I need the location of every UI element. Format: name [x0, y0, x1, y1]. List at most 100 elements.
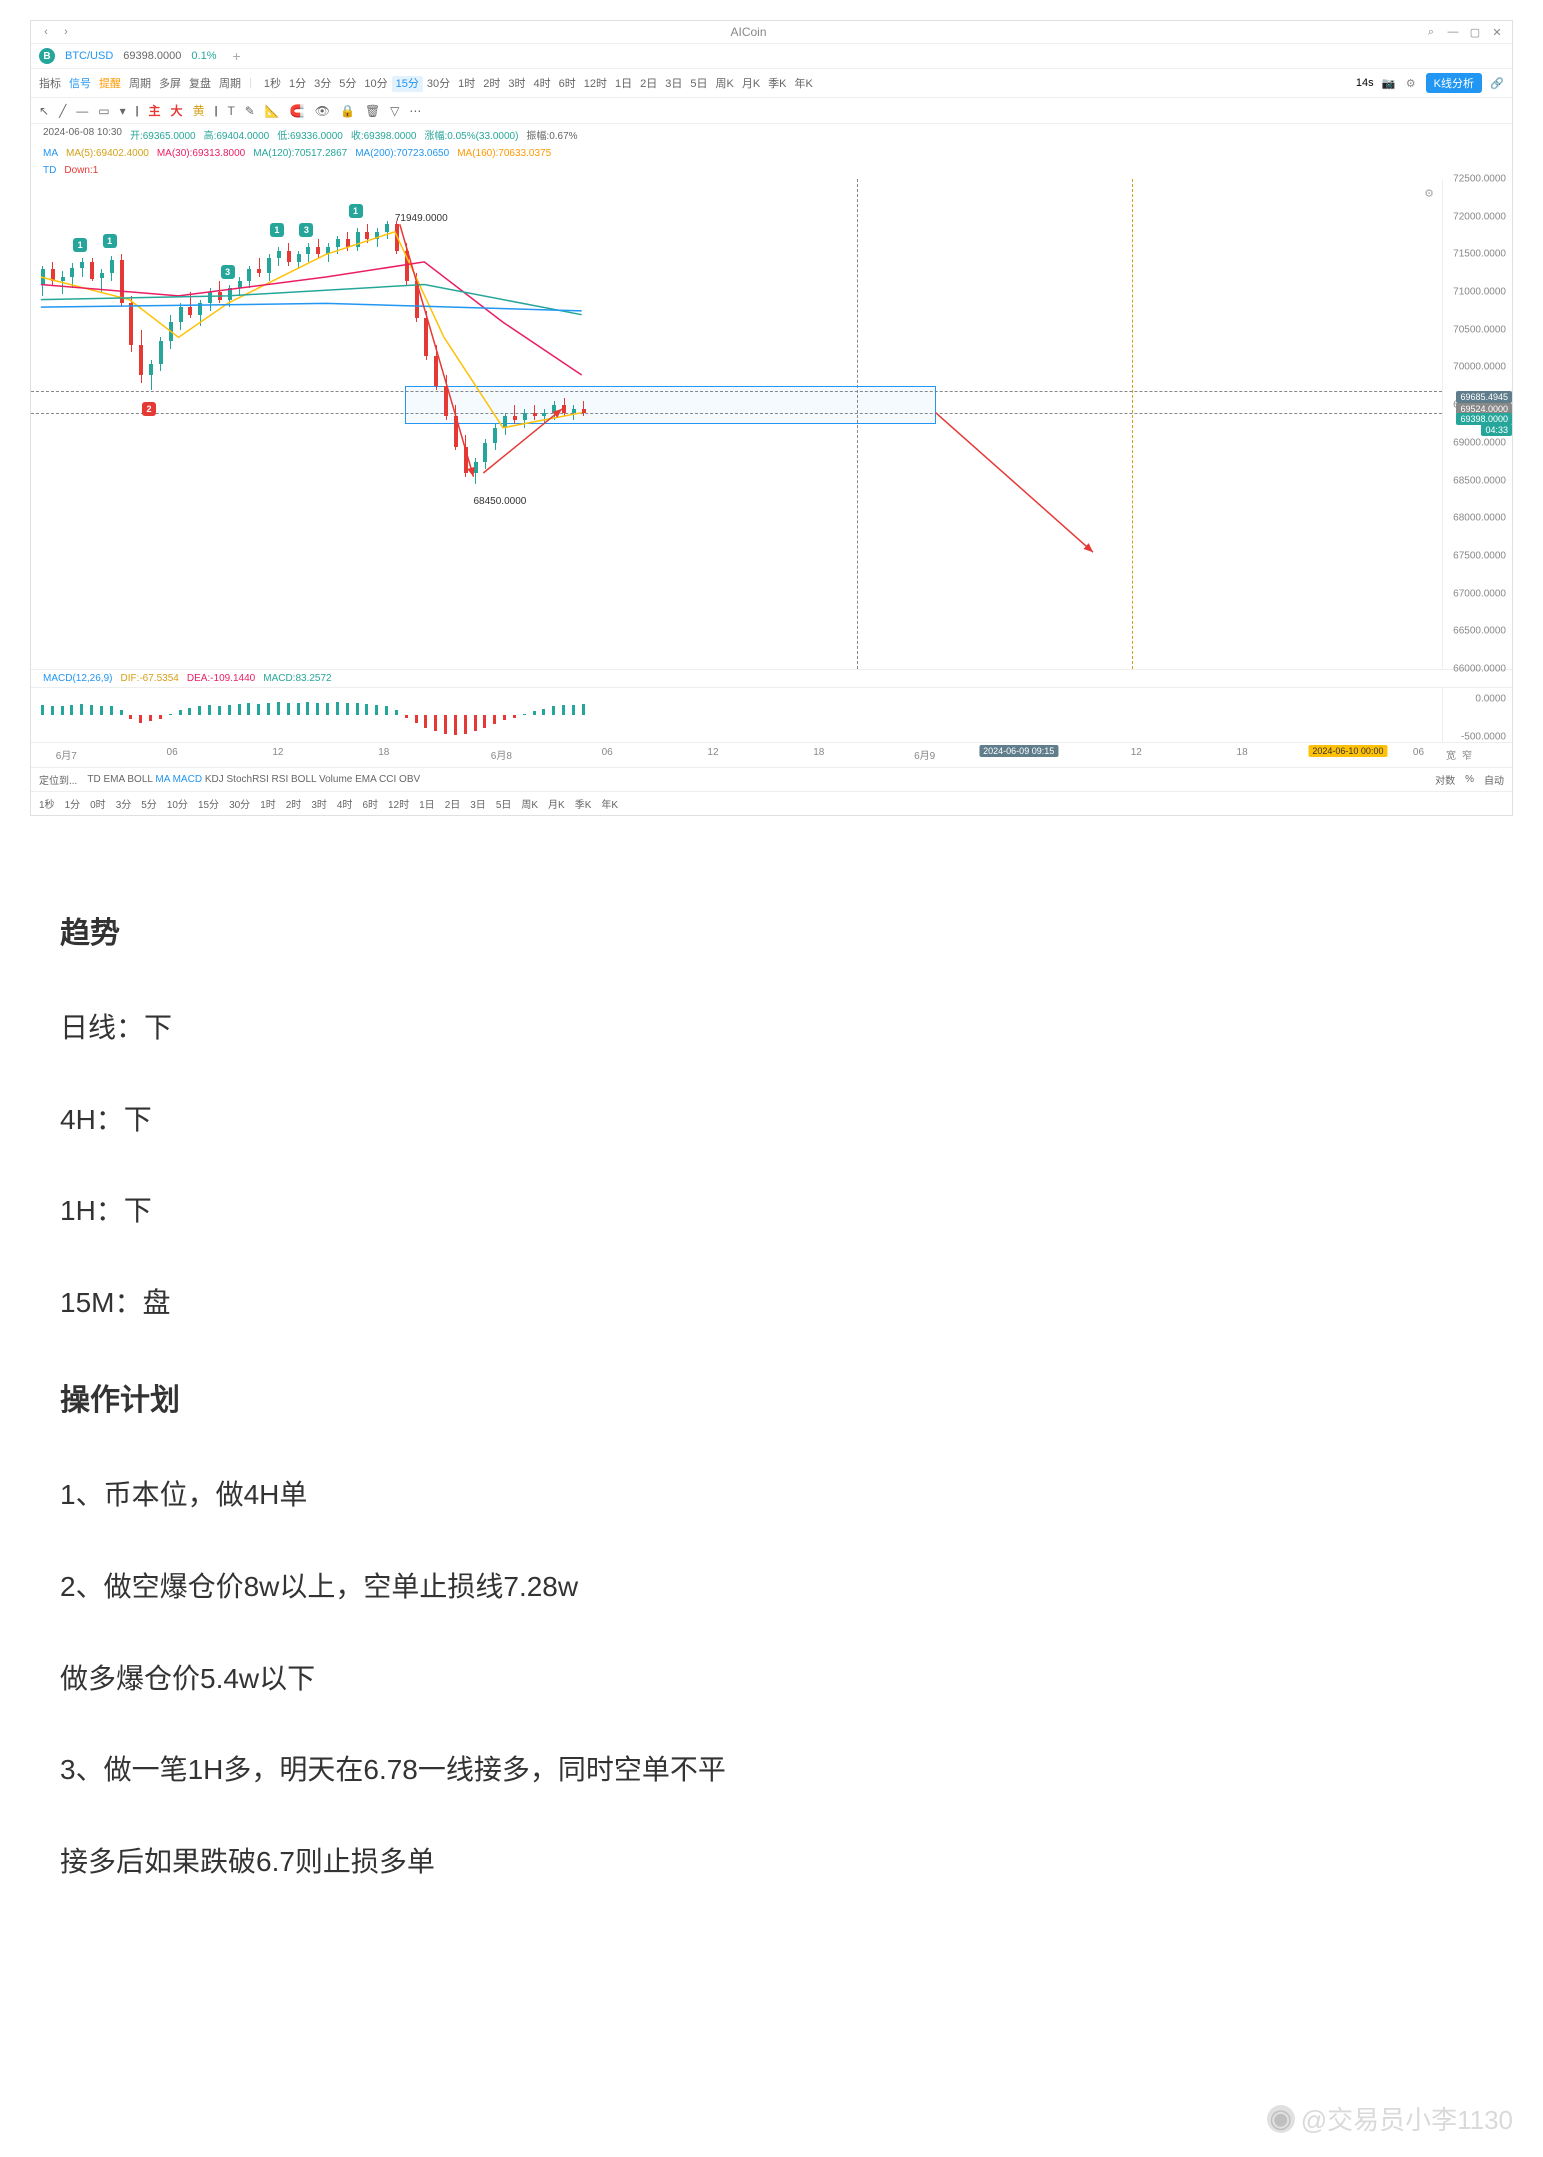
tf2-3分[interactable]: 3分 [116, 796, 132, 811]
eye-icon[interactable]: 👁 [315, 104, 330, 118]
tf2-15分[interactable]: 15分 [198, 796, 219, 811]
yellow-label[interactable]: 黄 [193, 102, 205, 119]
tf2-1分[interactable]: 1分 [65, 796, 81, 811]
indicator-ma-3[interactable]: MA [155, 774, 169, 785]
cycle2-btn[interactable]: 周期 [219, 75, 241, 91]
filter-icon[interactable]: ▽ [390, 104, 399, 118]
timeframe-6时[interactable]: 6时 [555, 76, 580, 92]
timeframe-1日[interactable]: 1日 [611, 76, 636, 92]
indicator-kdj-5[interactable]: KDJ [205, 774, 224, 785]
timeframe-12时[interactable]: 12时 [580, 76, 611, 92]
tf2-1日[interactable]: 1日 [419, 796, 435, 811]
timeframe-1时[interactable]: 1时 [454, 76, 479, 92]
settings-icon[interactable]: ⚙ [1404, 76, 1418, 90]
timeframe-3日[interactable]: 3日 [661, 76, 686, 92]
x-wide[interactable]: 宽 [1446, 747, 1456, 763]
cycle-btn[interactable]: 周期 [129, 75, 151, 91]
hline-icon[interactable]: — [76, 104, 88, 118]
rect-icon[interactable]: ▭ [98, 104, 109, 118]
indicator-rsi-7[interactable]: RSI [272, 774, 289, 785]
timeframe-5分[interactable]: 5分 [335, 76, 360, 92]
tf2-周K[interactable]: 周K [521, 796, 538, 811]
tf2-2日[interactable]: 2日 [445, 796, 461, 811]
timeframe-季K[interactable]: 季K [764, 76, 790, 92]
more-icon[interactable]: ⋯ [409, 104, 421, 118]
chevron-icon[interactable]: ▾ [120, 104, 126, 118]
main-label[interactable]: 主 [149, 102, 161, 119]
indicator-macd-4[interactable]: MACD [173, 774, 202, 785]
indicator-btn[interactable]: 指标 [39, 75, 61, 91]
add-tab-button[interactable]: + [226, 48, 246, 64]
chart-main[interactable]: ⚙ 112313171949.000068450.0000 [31, 179, 1442, 669]
share-icon[interactable]: 🔗 [1490, 76, 1504, 90]
x-narrow[interactable]: 窄 [1462, 747, 1472, 763]
timeframe-4时[interactable]: 4时 [529, 76, 554, 92]
camera-icon[interactable]: 📷 [1382, 76, 1396, 90]
search-icon[interactable]: ⌕ [1424, 25, 1438, 39]
timeframe-5日[interactable]: 5日 [686, 76, 711, 92]
line-icon[interactable]: ╱ [59, 104, 66, 118]
multi-btn[interactable]: 多屏 [159, 75, 181, 91]
text-icon[interactable]: T [227, 104, 234, 118]
maximize-icon[interactable]: ▢ [1468, 25, 1482, 39]
brush-icon[interactable]: ✎ [245, 104, 255, 118]
timeframe-2日[interactable]: 2日 [636, 76, 661, 92]
indicator-ema-1[interactable]: EMA [103, 774, 124, 785]
locate-btn[interactable]: 定位到... [39, 772, 77, 787]
forward-icon[interactable]: › [59, 25, 73, 39]
indicator-volume-9[interactable]: Volume [319, 774, 352, 785]
tf2-1秒[interactable]: 1秒 [39, 796, 55, 811]
magnet-icon[interactable]: 🧲 [290, 104, 305, 118]
tf2-1时[interactable]: 1时 [260, 796, 276, 811]
timeframe-30分[interactable]: 30分 [423, 76, 454, 92]
back-icon[interactable]: ‹ [39, 25, 53, 39]
alert-btn[interactable]: 提醒 [99, 75, 121, 91]
tf2-30分[interactable]: 30分 [229, 796, 250, 811]
indicator-cci-11[interactable]: CCI [379, 774, 396, 785]
close-icon[interactable]: ✕ [1490, 25, 1504, 39]
tf2-2时[interactable]: 2时 [286, 796, 302, 811]
tf2-5日[interactable]: 5日 [496, 796, 512, 811]
tf2-10分[interactable]: 10分 [167, 796, 188, 811]
timeframe-2时[interactable]: 2时 [479, 76, 504, 92]
timeframe-3分[interactable]: 3分 [310, 76, 335, 92]
tf2-12时[interactable]: 12时 [388, 796, 409, 811]
chart-area[interactable]: ⚙ 112313171949.000068450.0000 72500.0000… [31, 179, 1512, 669]
log-btn[interactable]: 对数 [1435, 772, 1455, 787]
indicator-stochrsi-6[interactable]: StochRSI [227, 774, 269, 785]
tf2-年K[interactable]: 年K [601, 796, 618, 811]
indicator-ema-10[interactable]: EMA [355, 774, 376, 785]
lock-icon[interactable]: 🔒 [340, 104, 355, 118]
timeframe-1秒[interactable]: 1秒 [260, 76, 285, 92]
signal-btn[interactable]: 信号 [69, 75, 91, 91]
tf2-季K[interactable]: 季K [575, 796, 592, 811]
tf2-4时[interactable]: 4时 [337, 796, 353, 811]
tf2-6时[interactable]: 6时 [362, 796, 378, 811]
minimize-icon[interactable]: — [1446, 25, 1460, 39]
tf2-5分[interactable]: 5分 [141, 796, 157, 811]
timeframe-15分[interactable]: 15分 [392, 76, 423, 92]
timeframe-年K[interactable]: 年K [791, 76, 817, 92]
tf2-月K[interactable]: 月K [548, 796, 565, 811]
tf2-0时[interactable]: 0时 [90, 796, 106, 811]
timeframe-1分[interactable]: 1分 [285, 76, 310, 92]
trash-icon[interactable]: 🗑 [365, 104, 380, 118]
pct-btn[interactable]: % [1465, 774, 1474, 785]
auto-btn[interactable]: 自动 [1484, 772, 1504, 787]
indicator-boll-2[interactable]: BOLL [127, 774, 152, 785]
cursor-icon[interactable]: ↖ [39, 104, 49, 118]
indicator-obv-12[interactable]: OBV [399, 774, 420, 785]
chart-settings-icon[interactable]: ⚙ [1424, 187, 1434, 200]
timeframe-月K[interactable]: 月K [738, 76, 764, 92]
timeframe-3时[interactable]: 3时 [504, 76, 529, 92]
timeframe-周K[interactable]: 周K [711, 76, 737, 92]
indicator-boll-8[interactable]: BOLL [291, 774, 316, 785]
tf2-3时[interactable]: 3时 [311, 796, 327, 811]
timeframe-10分[interactable]: 10分 [360, 76, 391, 92]
indicator-td-0[interactable]: TD [87, 774, 100, 785]
pair-name[interactable]: BTC/USD [65, 50, 113, 62]
big-label[interactable]: 大 [171, 102, 183, 119]
macd-main[interactable] [31, 688, 1442, 742]
tf2-3日[interactable]: 3日 [470, 796, 486, 811]
kline-analysis-btn[interactable]: K线分析 [1426, 73, 1482, 93]
